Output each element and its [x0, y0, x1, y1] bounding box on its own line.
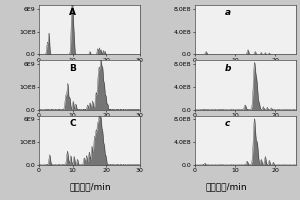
Text: B: B — [69, 64, 76, 73]
Text: 保留时间/min: 保留时间/min — [69, 182, 111, 192]
Text: c: c — [225, 119, 230, 128]
Text: C: C — [69, 119, 76, 128]
Text: a: a — [225, 8, 231, 17]
Text: A: A — [69, 8, 76, 17]
Text: 保留时间/min: 保留时间/min — [206, 182, 247, 192]
Text: b: b — [225, 64, 232, 73]
